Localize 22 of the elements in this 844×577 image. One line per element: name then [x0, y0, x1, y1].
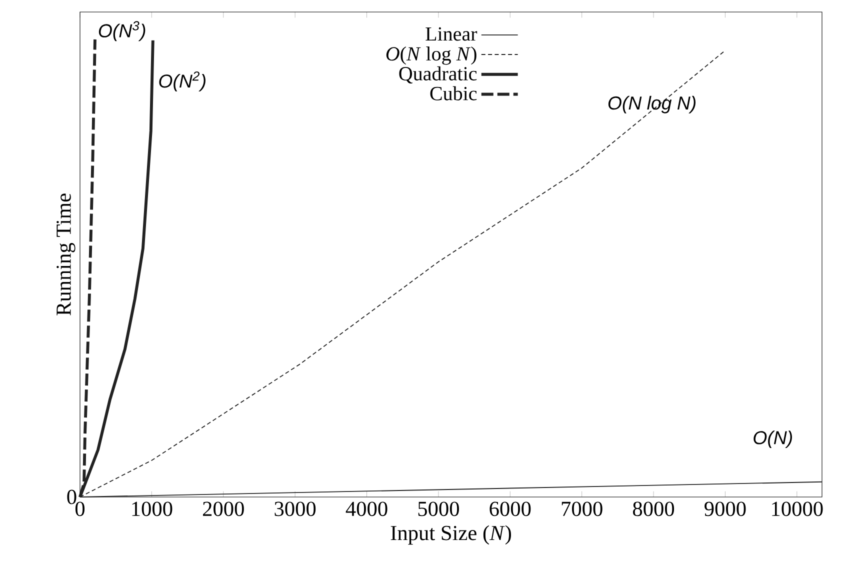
annotation: O(N$^{3}$) — [98, 21, 146, 42]
x-tick-label: 7000 — [562, 502, 602, 516]
legend-label: Linear — [426, 27, 478, 41]
x-axis-title: Input Size (N) — [390, 525, 511, 545]
annotation: O(N log N) — [608, 96, 696, 114]
y-axis-title: Running Time — [56, 194, 76, 316]
x-tick-label: 6000 — [490, 502, 531, 516]
x-tick-label: 5000 — [418, 502, 459, 516]
x-tick-label: 10000 — [772, 502, 823, 516]
legend-label: O(N log N) — [386, 46, 476, 65]
annotation: 0 — [67, 490, 76, 504]
legend-label: Cubic — [430, 86, 477, 100]
x-tick-label: 4000 — [346, 502, 388, 516]
legend-label: Quadratic — [399, 66, 477, 84]
annotation: O(N$^{2}$) — [159, 71, 206, 92]
x-tick-label: 2000 — [202, 502, 244, 516]
x-tick-label: 8000 — [633, 502, 674, 516]
x-tick-label: 9000 — [704, 502, 746, 516]
annotation: O(N) — [754, 430, 792, 448]
x-tick-label: 0 — [75, 502, 85, 516]
x-tick-label: 1000 — [132, 502, 172, 516]
x-tick-label: 3000 — [274, 502, 316, 516]
